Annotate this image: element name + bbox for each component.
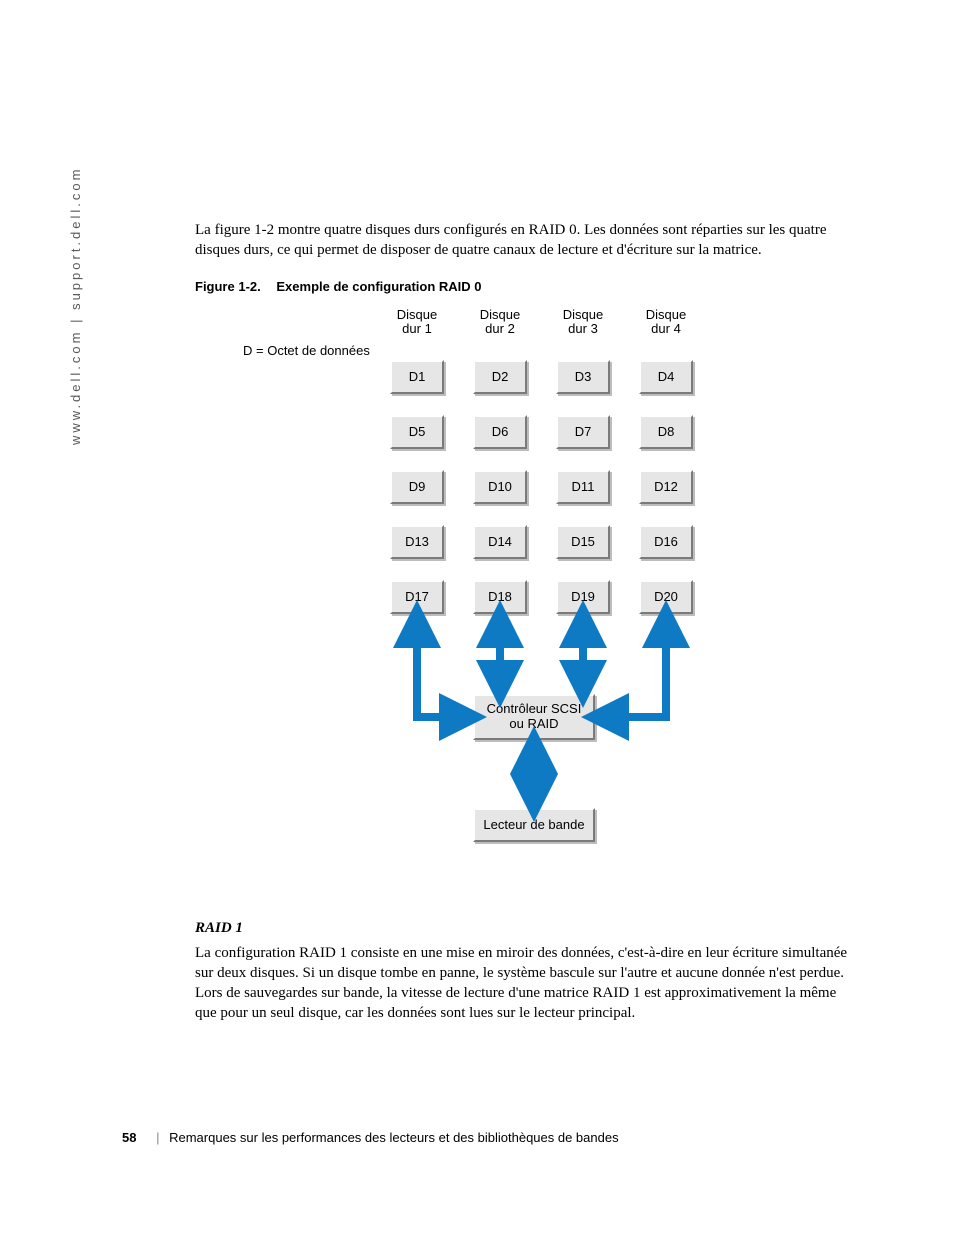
disk-header-1: Disquedur 1 — [387, 308, 447, 338]
legend-d: D = Octet de données — [243, 343, 370, 358]
disk-header-3: Disquedur 3 — [553, 308, 613, 338]
data-cell: D17 — [390, 580, 444, 614]
page-number: 58 — [122, 1130, 136, 1145]
page-content: La figure 1-2 montre quatre disques durs… — [195, 220, 855, 1042]
data-cell: D13 — [390, 525, 444, 559]
raid1-paragraph: La configuration RAID 1 consiste en une … — [195, 943, 855, 1024]
figure-title: Exemple de configuration RAID 0 — [276, 279, 481, 294]
figure-number: Figure 1-2. — [195, 279, 261, 294]
data-cell: D5 — [390, 415, 444, 449]
data-cell: D8 — [639, 415, 693, 449]
data-cell: D7 — [556, 415, 610, 449]
data-cell: D15 — [556, 525, 610, 559]
figure-caption: Figure 1-2. Exemple de configuration RAI… — [195, 279, 855, 294]
disk-header-4: Disquedur 4 — [636, 308, 696, 338]
sidebar-url: www.dell.com | support.dell.com — [68, 167, 83, 445]
data-cell: D9 — [390, 470, 444, 504]
data-cell: D18 — [473, 580, 527, 614]
data-cell: D11 — [556, 470, 610, 504]
data-cell: D19 — [556, 580, 610, 614]
disk-header-2: Disquedur 2 — [470, 308, 530, 338]
data-cell: D6 — [473, 415, 527, 449]
footer-separator: | — [156, 1130, 159, 1145]
footer-section: Remarques sur les performances des lecte… — [169, 1130, 618, 1145]
intro-paragraph: La figure 1-2 montre quatre disques durs… — [195, 220, 855, 261]
data-cell: D10 — [473, 470, 527, 504]
data-cell: D3 — [556, 360, 610, 394]
data-cell: D1 — [390, 360, 444, 394]
page-footer: 58 | Remarques sur les performances des … — [122, 1130, 862, 1145]
data-cell: D4 — [639, 360, 693, 394]
data-cell: D12 — [639, 470, 693, 504]
controller-box: Contrôleur SCSIou RAID — [473, 694, 595, 740]
data-cell: D14 — [473, 525, 527, 559]
raid1-heading: RAID 1 — [195, 920, 855, 937]
tape-drive-box: Lecteur de bande — [473, 808, 595, 842]
data-cell: D20 — [639, 580, 693, 614]
data-cell: D2 — [473, 360, 527, 394]
raid0-diagram: D = Octet de données Disquedur 1 Disquedur… — [195, 308, 855, 898]
data-cell: D16 — [639, 525, 693, 559]
